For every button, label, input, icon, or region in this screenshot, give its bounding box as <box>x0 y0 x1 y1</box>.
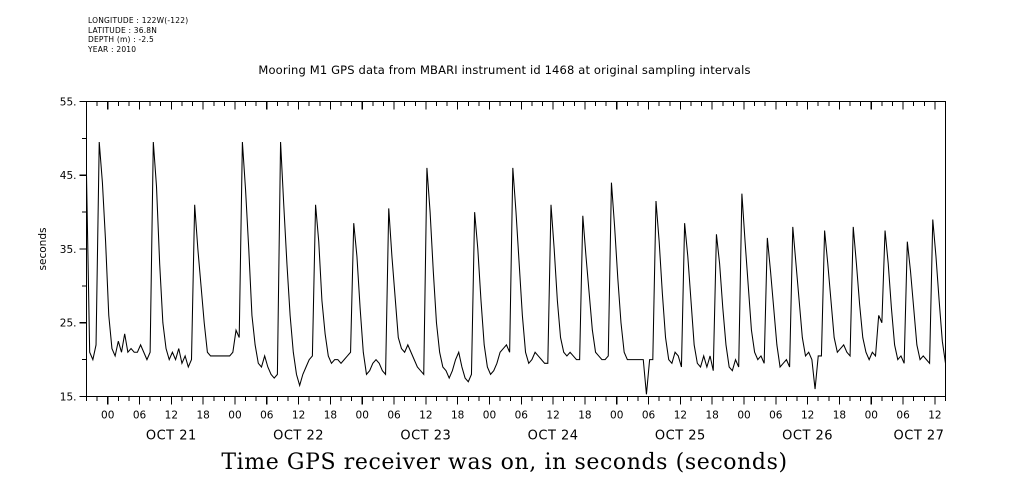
plot-frame <box>85 100 947 398</box>
x-tick-label: 06 <box>133 410 147 422</box>
x-tick-label: 18 <box>833 410 846 422</box>
x-day-label: OCT 23 <box>400 429 451 444</box>
x-tick-label: 00 <box>610 410 623 422</box>
y-tick-label: 55. <box>60 96 77 108</box>
metadata-block: LONGITUDE : 122W(-122) LATITUDE : 36.8N … <box>88 16 188 54</box>
y-tick-label: 15. <box>60 391 77 403</box>
x-tick-label: 12 <box>165 410 178 422</box>
x-tick-label: 06 <box>769 410 783 422</box>
x-day-label: OCT 27 <box>894 429 945 444</box>
y-tick-label: 45. <box>60 170 77 182</box>
x-tick-label: 18 <box>451 410 464 422</box>
metadata-depth: DEPTH (m) : -2.5 <box>88 35 154 45</box>
x-day-label: OCT 22 <box>273 429 324 444</box>
gps-seconds-series <box>85 142 947 395</box>
x-tick-label: 12 <box>419 410 432 422</box>
chart-caption: Time GPS receiver was on, in seconds (se… <box>221 450 788 475</box>
y-axis-label: seconds <box>37 228 49 271</box>
metadata-year: YEAR : 2010 <box>88 44 137 54</box>
y-tick-label: 35. <box>60 244 77 256</box>
x-tick-label: 00 <box>865 410 878 422</box>
x-tick-label: 00 <box>483 410 496 422</box>
x-tick-label: 18 <box>706 410 719 422</box>
x-tick-label: 06 <box>515 410 529 422</box>
x-tick-label: 12 <box>801 410 814 422</box>
x-day-label: OCT 21 <box>146 429 197 444</box>
x-tick-label: 00 <box>101 410 114 422</box>
x-tick-label: 12 <box>292 410 305 422</box>
x-tick-label: 06 <box>260 410 274 422</box>
metadata-latitude: LATITUDE : 36.8N <box>88 25 158 35</box>
x-tick-label: 18 <box>578 410 591 422</box>
x-tick-label: 00 <box>228 410 241 422</box>
x-tick-label: 12 <box>928 410 941 422</box>
x-tick-label: 06 <box>642 410 656 422</box>
x-tick-label: 00 <box>356 410 369 422</box>
x-day-label: OCT 25 <box>655 429 706 444</box>
x-tick-label: 00 <box>737 410 750 422</box>
x-tick-label: 06 <box>387 410 401 422</box>
x-tick-label: 12 <box>546 410 559 422</box>
x-tick-label: 18 <box>324 410 337 422</box>
x-tick-label: 06 <box>896 410 910 422</box>
x-tick-label: 12 <box>674 410 687 422</box>
x-day-label: OCT 26 <box>782 429 833 444</box>
x-day-label: OCT 24 <box>528 429 579 444</box>
metadata-longitude: LONGITUDE : 122W(-122) <box>88 16 189 25</box>
y-tick-label: 25. <box>60 318 77 330</box>
x-tick-label: 18 <box>196 410 209 422</box>
chart-title: Mooring M1 GPS data from MBARI instrumen… <box>258 63 751 77</box>
